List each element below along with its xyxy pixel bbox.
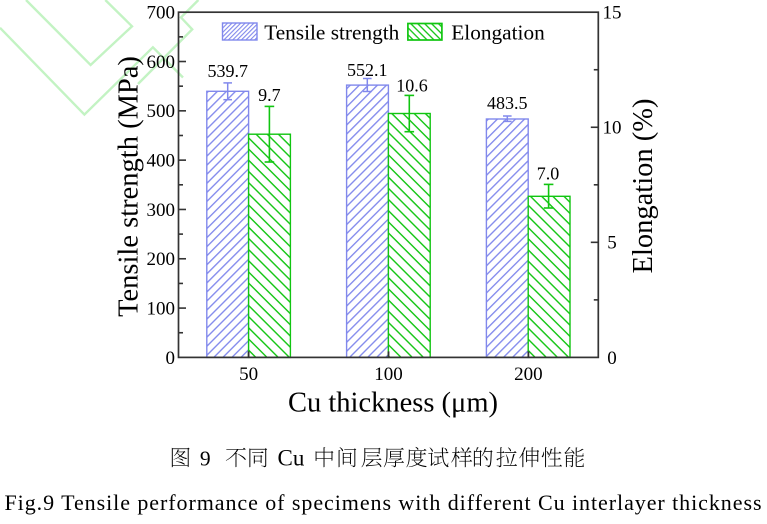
svg-text:Cu: Cu [278,446,305,471]
svg-text:15: 15 [603,3,622,24]
svg-text:5: 5 [607,233,617,254]
svg-text:100: 100 [147,299,176,320]
svg-text:700: 700 [147,3,176,24]
svg-text:552.1: 552.1 [347,60,388,80]
svg-text:500: 500 [147,101,176,122]
svg-text:9: 9 [200,447,211,471]
svg-text:Elongation: Elongation [451,20,545,44]
svg-text:600: 600 [147,52,176,73]
svg-text:200: 200 [514,364,543,385]
svg-text:50: 50 [239,364,258,385]
svg-text:Tensile strength (MPa): Tensile strength (MPa) [114,56,145,317]
svg-text:200: 200 [147,249,176,270]
svg-text:Fig.9 Tensile performance of s: Fig.9 Tensile performance of specimens w… [5,490,762,515]
svg-text:Cu thickness (μm): Cu thickness (μm) [288,388,498,419]
svg-text:539.7: 539.7 [207,61,248,81]
svg-text:400: 400 [147,151,176,172]
svg-text:10.6: 10.6 [396,76,428,96]
svg-text:0: 0 [166,348,176,369]
svg-text:300: 300 [147,200,176,221]
svg-text:7.0: 7.0 [537,164,560,184]
svg-text:100: 100 [374,364,403,385]
svg-text:483.5: 483.5 [487,93,528,113]
svg-text:Elongation (%): Elongation (%) [628,99,659,274]
svg-text:10: 10 [603,118,622,139]
svg-text:0: 0 [607,348,617,369]
svg-text:9.7: 9.7 [258,85,281,105]
svg-text:Tensile strength: Tensile strength [264,20,399,44]
